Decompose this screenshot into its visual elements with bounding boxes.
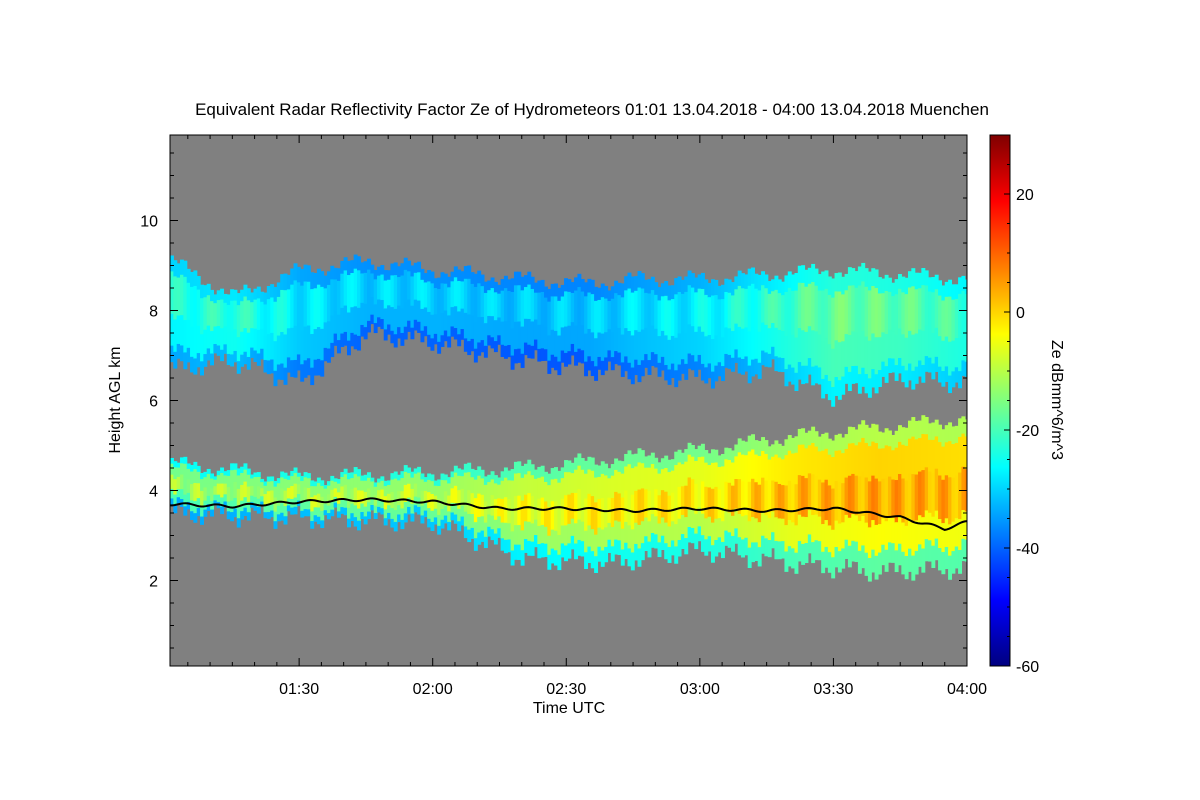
plot-area: 01:30 02:00 02:30 03:00 03:30 04:00 2 4 6 8 10 — [140, 134, 987, 698]
colorbar-tick-label: -20 — [1016, 423, 1039, 440]
y-tick-label: 6 — [149, 394, 158, 411]
colorbar-tick-label: -60 — [1016, 659, 1039, 676]
x-tick-label: 03:00 — [680, 681, 720, 698]
colorbar-tick-label: -40 — [1016, 541, 1039, 558]
melting-layer-line — [170, 497, 967, 531]
plot-background — [170, 135, 967, 666]
colorbar-label: Ze dBmm^6/m^3 — [1048, 340, 1065, 460]
upper-cloud-layer — [170, 254, 967, 407]
colorbar: -60 -40 -20 0 20 Ze dBmm^6/m^3 — [989, 134, 1065, 676]
y-tick-label: 4 — [149, 484, 158, 501]
y-axis-label: Height AGL km — [107, 346, 124, 453]
colorbar-tick-label: 0 — [1016, 305, 1025, 322]
chart-title: Equivalent Radar Reflectivity Factor Ze … — [195, 100, 989, 119]
x-tick-label: 04:00 — [947, 681, 987, 698]
x-tick-label: 03:30 — [813, 681, 853, 698]
y-tick-label: 2 — [149, 574, 158, 591]
y-tick-label: 10 — [140, 214, 158, 231]
x-axis-label: Time UTC — [533, 700, 605, 717]
x-tick-label: 02:00 — [413, 681, 453, 698]
x-tick-label: 01:30 — [279, 681, 319, 698]
x-tick-label: 02:30 — [546, 681, 586, 698]
y-tick-label: 8 — [149, 304, 158, 321]
colorbar-tick-label: 20 — [1016, 187, 1034, 204]
